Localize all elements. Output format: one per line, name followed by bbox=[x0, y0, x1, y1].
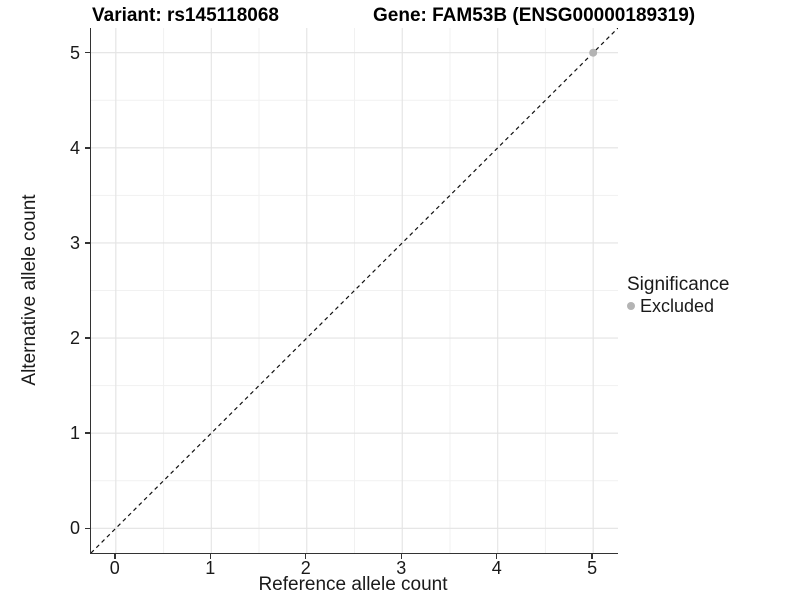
x-tick-mark bbox=[305, 554, 307, 559]
y-tick-mark bbox=[85, 432, 90, 434]
legend-item-excluded: Excluded bbox=[627, 296, 729, 316]
y-tick-mark bbox=[85, 147, 90, 149]
y-tick-mark bbox=[85, 52, 90, 54]
y-tick-label: 3 bbox=[69, 232, 80, 253]
x-tick-label: 3 bbox=[396, 558, 407, 578]
x-tick-mark bbox=[114, 554, 116, 559]
identity-dashed-line bbox=[91, 28, 618, 553]
chart-canvas bbox=[91, 28, 618, 553]
y-tick-label: 4 bbox=[69, 137, 80, 158]
legend-item-label: Excluded bbox=[640, 296, 715, 316]
legend-point-swatch bbox=[627, 302, 635, 310]
legend-title: Significance bbox=[627, 274, 730, 295]
y-tick-label: 5 bbox=[69, 42, 80, 63]
y-tick-mark bbox=[85, 337, 90, 339]
x-tick-label: 1 bbox=[205, 558, 216, 578]
y-tick-label: 0 bbox=[69, 518, 80, 539]
x-tick-label: 4 bbox=[491, 558, 502, 578]
y-axis-title: Alternative allele count bbox=[19, 194, 40, 386]
x-tick-label: 5 bbox=[587, 558, 598, 578]
data-point-excluded bbox=[589, 48, 598, 57]
y-tick-label: 1 bbox=[69, 423, 80, 444]
x-tick-label: 2 bbox=[300, 558, 311, 578]
plot-title-variant: Variant: rs145118068 bbox=[92, 5, 279, 26]
plot-title-gene: Gene: FAM53B (ENSG00000189319) bbox=[373, 5, 696, 26]
plot-panel bbox=[90, 28, 618, 554]
legend: Significance Excluded bbox=[627, 274, 729, 316]
x-axis-title: Reference allele count bbox=[258, 574, 448, 595]
y-tick-label: 2 bbox=[69, 328, 80, 349]
y-tick-mark bbox=[85, 527, 90, 529]
x-tick-label: 0 bbox=[109, 558, 120, 578]
x-tick-mark bbox=[209, 554, 211, 559]
x-tick-mark bbox=[496, 554, 498, 559]
x-tick-mark bbox=[400, 554, 402, 559]
x-tick-mark bbox=[591, 554, 593, 559]
y-tick-mark bbox=[85, 242, 90, 244]
